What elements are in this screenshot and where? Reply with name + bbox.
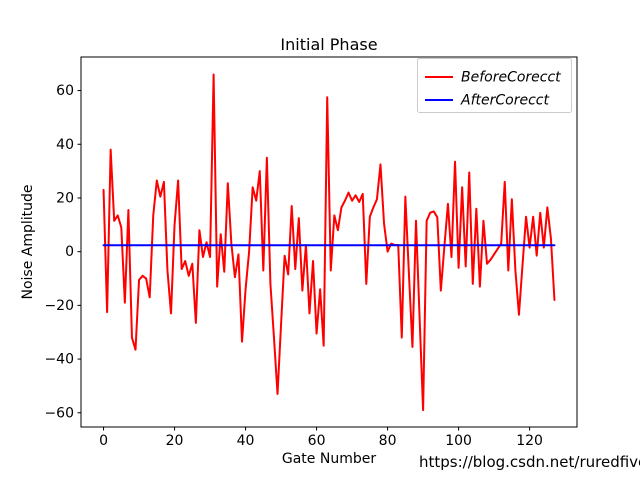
legend-label-beforecorecct: BeforeCorecct bbox=[461, 70, 561, 86]
x-tick-label: 80 bbox=[379, 433, 397, 449]
legend-box bbox=[417, 58, 572, 113]
legend: BeforeCorecct AfterCorecct bbox=[417, 58, 572, 113]
x-tick-label: 0 bbox=[99, 433, 108, 449]
y-tick-label: −20 bbox=[44, 298, 74, 314]
y-tick-label: 40 bbox=[56, 137, 74, 153]
y-tick-label: −40 bbox=[44, 352, 74, 368]
x-tick-label: 20 bbox=[166, 433, 184, 449]
y-tick-label: −60 bbox=[44, 405, 74, 421]
x-tick-label: 100 bbox=[445, 433, 472, 449]
y-tick-label: 0 bbox=[65, 244, 74, 260]
axis-ticks: 0 20 40 60 80 100 120 −60 −40 −20 0 20 40 60 bbox=[44, 83, 543, 449]
x-tick-label: 60 bbox=[308, 433, 326, 449]
watermark: https://blog.csdn.net/ruredfive bbox=[419, 453, 640, 471]
chart-series bbox=[102, 73, 556, 412]
x-axis-label: Gate Number bbox=[282, 451, 376, 467]
y-tick-label: 60 bbox=[56, 83, 74, 99]
series-line-beforecorecct bbox=[102, 73, 556, 412]
y-axis-label: Noise Amplitude bbox=[20, 184, 36, 299]
y-tick-label: 20 bbox=[56, 190, 74, 206]
axes-border bbox=[80, 56, 578, 428]
chart-title: Initial Phase bbox=[280, 35, 377, 54]
x-tick-label: 40 bbox=[237, 433, 255, 449]
legend-label-aftercorecct: AfterCorecct bbox=[460, 93, 549, 109]
x-tick-label: 120 bbox=[516, 433, 543, 449]
